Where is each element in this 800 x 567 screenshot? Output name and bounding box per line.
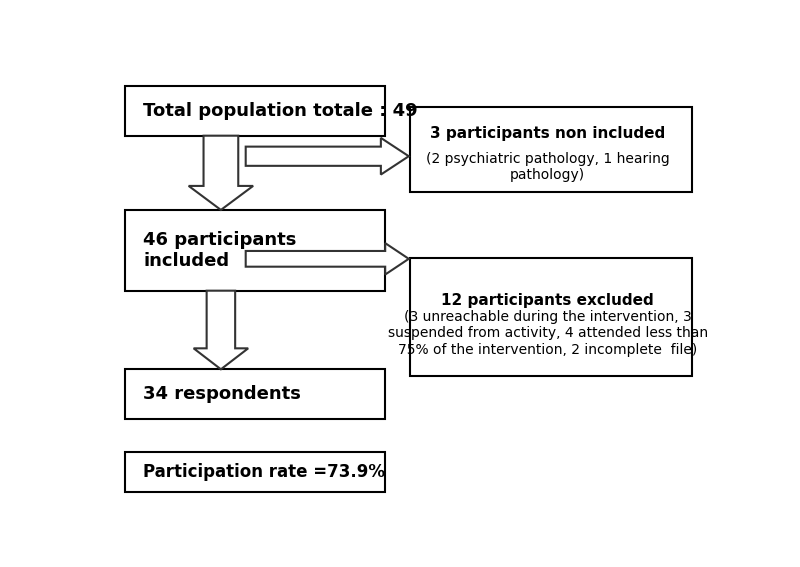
FancyBboxPatch shape — [125, 86, 386, 136]
Text: (3 unreachable during the intervention, 3
suspended from activity, 4 attended le: (3 unreachable during the intervention, … — [387, 310, 708, 357]
Polygon shape — [189, 136, 253, 210]
Polygon shape — [246, 138, 409, 175]
FancyBboxPatch shape — [125, 369, 386, 420]
FancyBboxPatch shape — [125, 210, 386, 291]
FancyBboxPatch shape — [125, 452, 386, 492]
FancyBboxPatch shape — [410, 107, 692, 192]
FancyBboxPatch shape — [410, 258, 692, 376]
Polygon shape — [246, 243, 409, 274]
Text: 46 participants
included: 46 participants included — [143, 231, 297, 270]
Polygon shape — [194, 291, 248, 369]
Text: 34 respondents: 34 respondents — [143, 386, 302, 403]
Text: (2 psychiatric pathology, 1 hearing
pathology): (2 psychiatric pathology, 1 hearing path… — [426, 151, 670, 182]
Text: Participation rate =73.9%: Participation rate =73.9% — [143, 463, 386, 481]
Text: Total population totale : 49: Total population totale : 49 — [143, 101, 418, 120]
Text: 3 participants non included: 3 participants non included — [430, 126, 666, 141]
Text: 12 participants excluded: 12 participants excluded — [442, 293, 654, 308]
